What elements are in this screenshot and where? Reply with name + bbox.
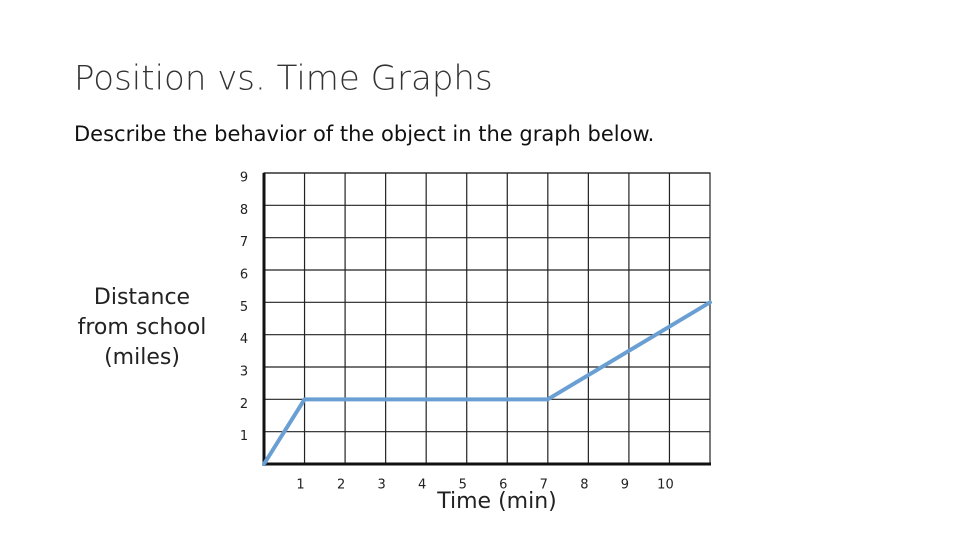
x-tick-label: 10 <box>657 478 674 493</box>
plot-frame <box>263 172 711 465</box>
slide-title: Position vs. Time Graphs <box>74 59 493 99</box>
x-tick-label: 1 <box>296 478 304 493</box>
y-tick-label: 3 <box>240 365 248 380</box>
x-tick-label: 9 <box>621 478 629 493</box>
x-tick-label: 5 <box>459 478 467 493</box>
x-tick-label: 3 <box>377 478 385 493</box>
y-tick-label: 9 <box>240 171 248 186</box>
data-line <box>262 300 712 466</box>
x-tick-label: 4 <box>418 478 426 493</box>
x-tick-label: 8 <box>580 478 588 493</box>
y-axis-label: Distance <box>94 285 190 310</box>
prompt: Describe the behavior of the object in t… <box>74 122 654 146</box>
y-tick-label: 1 <box>240 429 248 444</box>
y-tick-label: 7 <box>240 235 248 250</box>
y-tick-label: 2 <box>240 397 248 412</box>
x-axis-label: Time (min) <box>436 489 557 514</box>
y-tick-label: 5 <box>240 300 248 315</box>
y-tick-label: 4 <box>240 332 248 347</box>
y-tick-label: 6 <box>240 268 248 283</box>
x-tick-label: 6 <box>499 478 507 493</box>
y-axis-label: from school <box>78 315 207 340</box>
x-tick-label: 7 <box>540 478 548 493</box>
y-tick-label: 8 <box>240 203 248 218</box>
x-tick-label: 2 <box>337 478 345 493</box>
y-axis-label: (miles) <box>104 345 180 370</box>
